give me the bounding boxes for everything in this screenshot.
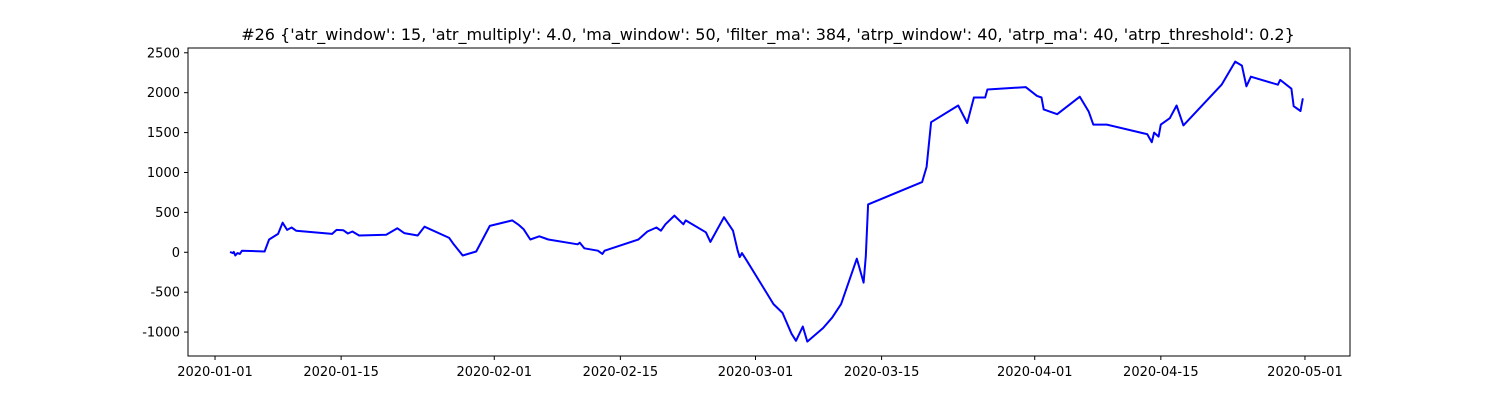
y-tick-label: -1000 bbox=[142, 326, 180, 341]
x-tick-label: 2020-05-01 bbox=[1267, 365, 1343, 380]
y-tick-label: 2000 bbox=[147, 86, 180, 101]
x-tick-label: 2020-01-15 bbox=[303, 365, 379, 380]
y-tick-label: 1500 bbox=[147, 126, 180, 141]
plot-area-frame bbox=[187, 47, 1351, 357]
equity-series-line bbox=[229, 60, 1304, 343]
x-tick-label: 2020-04-01 bbox=[997, 365, 1073, 380]
y-tick-label: 2500 bbox=[147, 46, 180, 61]
x-tick-label: 2020-01-01 bbox=[177, 365, 253, 380]
y-tick-label: -500 bbox=[150, 286, 180, 301]
chart-title: #26 {'atr_window': 15, 'atr_multiply': 4… bbox=[241, 25, 1295, 45]
y-tick-label: 1000 bbox=[147, 166, 180, 181]
y-tick-label: 0 bbox=[172, 246, 180, 261]
x-tick-label: 2020-02-01 bbox=[456, 365, 532, 380]
x-tick-label: 2020-04-15 bbox=[1123, 365, 1199, 380]
x-axis: 2020-01-01 2020-01-15 2020-02-01 2020-02-15… bbox=[177, 356, 1343, 380]
x-tick-label: 2020-02-15 bbox=[583, 365, 659, 380]
x-tick-label: 2020-03-15 bbox=[844, 365, 920, 380]
x-tick-label: 2020-03-01 bbox=[718, 365, 794, 380]
y-tick-label: 500 bbox=[155, 206, 180, 221]
y-axis: -1000 -500 0 500 1000 1500 2000 2500 bbox=[142, 46, 188, 341]
